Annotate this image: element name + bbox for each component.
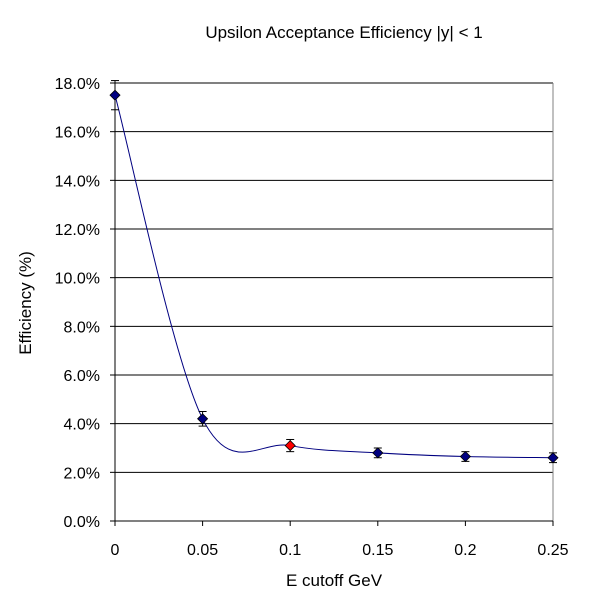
- x-tick-label: 0.15: [362, 542, 393, 559]
- x-tick-label: 0.1: [279, 542, 301, 559]
- y-tick-label: 0.0%: [64, 514, 100, 531]
- x-tick-label: 0.05: [187, 542, 218, 559]
- data-point: [197, 413, 209, 425]
- series-layer: [109, 80, 559, 464]
- y-tick-label: 8.0%: [64, 319, 100, 336]
- data-point: [459, 450, 471, 463]
- x-tick-label: 0: [111, 542, 120, 559]
- data-point: [372, 447, 384, 459]
- tick-labels: 0.0% 2.0% 4.0% 6.0% 8.0% 10.0% 12.0% 14.0% 16.0%…: [55, 76, 569, 559]
- chart-title: Upsilon Acceptance Efficiency |y| < 1: [205, 23, 482, 42]
- data-point: [109, 89, 121, 101]
- y-tick-label: 16.0%: [55, 125, 100, 142]
- y-tick-label: 14.0%: [55, 173, 100, 190]
- y-tick-label: 12.0%: [55, 222, 100, 239]
- x-tick-label: 0.2: [454, 542, 476, 559]
- axes-layer: [110, 82, 554, 526]
- series-line: [114, 95, 554, 459]
- y-tick-label: 4.0%: [64, 417, 100, 434]
- y-axis-label: Efficiency (%): [16, 251, 35, 355]
- x-axis-label: E cutoff GeV: [286, 571, 383, 590]
- data-point: [547, 452, 559, 464]
- y-tick-label: 18.0%: [55, 76, 100, 93]
- y-tick-label: 2.0%: [64, 465, 100, 482]
- y-tick-label: 6.0%: [64, 368, 100, 385]
- x-tick-label: 0.25: [537, 542, 568, 559]
- data-point: [284, 440, 296, 452]
- grid-layer: [115, 82, 553, 473]
- y-tick-label: 10.0%: [55, 271, 100, 288]
